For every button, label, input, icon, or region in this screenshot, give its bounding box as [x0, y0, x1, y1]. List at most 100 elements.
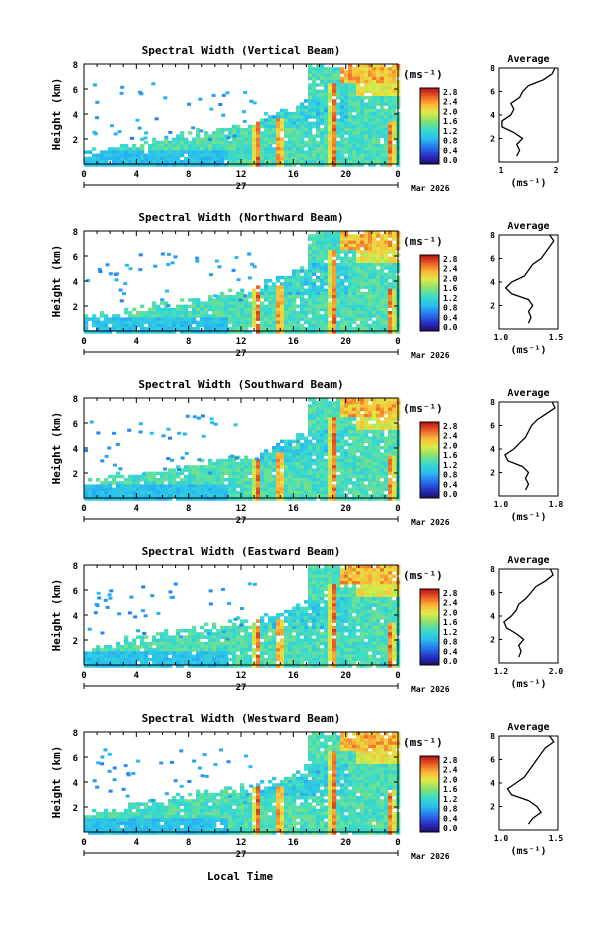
heatmap-cell — [196, 645, 200, 649]
heatmap-cell — [364, 420, 368, 424]
heatmap-cell — [332, 269, 336, 273]
heatmap-cell — [324, 282, 328, 286]
heatmap-cell — [240, 475, 244, 479]
heatmap-cell — [136, 478, 140, 482]
heatmap-cell — [112, 651, 116, 655]
heatmap-cell — [384, 436, 388, 440]
heatmap-cell — [376, 257, 380, 261]
heatmap-cell — [340, 86, 344, 90]
heatmap-cell — [332, 128, 336, 132]
heatmap-cell — [312, 452, 316, 456]
heatmap-cell — [384, 465, 388, 469]
heatmap-cell — [332, 475, 336, 479]
heatmap-cell — [128, 147, 132, 151]
heatmap-cell — [248, 150, 252, 154]
heatmap-cell — [368, 86, 372, 90]
heatmap-cell — [348, 266, 352, 270]
avg-y-tick-label: 6 — [490, 88, 495, 97]
heatmap-cell — [184, 658, 188, 662]
heatmap-cell — [356, 404, 360, 408]
heatmap-cell — [256, 481, 260, 485]
heatmap-cell — [364, 106, 368, 110]
heatmap-cell — [384, 446, 388, 450]
heatmap-cell — [300, 452, 304, 456]
heatmap-cell — [160, 478, 164, 482]
heatmap-cell — [372, 86, 376, 90]
heatmap-cell — [252, 475, 256, 479]
heatmap-cell — [156, 472, 160, 476]
heatmap-cell — [172, 138, 176, 142]
heatmap-cell — [344, 253, 348, 257]
heatmap-cell — [348, 118, 352, 122]
heatmap-cell — [212, 648, 216, 652]
heatmap-cell — [380, 298, 384, 302]
heatmap-cell — [324, 122, 328, 126]
heatmap-cell — [388, 154, 392, 158]
heatmap-cell — [192, 150, 196, 154]
heatmap-cell — [264, 118, 268, 122]
heatmap-cell — [260, 658, 264, 662]
heatmap-cell — [368, 475, 372, 479]
heatmap-cell — [244, 308, 248, 312]
heatmap-cell — [368, 295, 372, 299]
heatmap-cell — [368, 289, 372, 293]
heatmap-cell — [340, 109, 344, 113]
colorbar-tick-label: 2.8 — [443, 422, 458, 431]
heatmap-cell — [328, 311, 332, 315]
heatmap-cell — [392, 144, 396, 148]
heatmap-cell — [260, 648, 264, 652]
heatmap-cell — [148, 144, 152, 148]
heatmap-cell — [248, 276, 252, 279]
heatmap-cell — [124, 150, 128, 154]
heatmap-cell — [164, 160, 168, 164]
heatmap-cell — [165, 290, 169, 293]
heatmap-cell — [172, 491, 176, 495]
heatmap-cell — [348, 321, 352, 325]
heatmap-cell — [212, 131, 216, 135]
heatmap-cell — [204, 144, 208, 148]
heatmap-cell — [340, 420, 344, 424]
heatmap-cell — [204, 131, 208, 135]
heatmap-cell — [324, 106, 328, 110]
heatmap-cell — [380, 468, 384, 472]
heatmap-cell — [376, 160, 380, 164]
heatmap-cell — [184, 465, 188, 469]
heatmap-cell — [308, 468, 312, 472]
heatmap-cell — [288, 626, 292, 630]
heatmap-cell — [196, 632, 200, 636]
heatmap-cell — [340, 134, 344, 138]
heatmap-cell — [328, 456, 332, 460]
heatmap-cell — [256, 128, 260, 132]
heatmap-cell — [192, 317, 196, 321]
heatmap-cell — [292, 301, 296, 305]
heatmap-cell — [280, 305, 284, 309]
heatmap-cell — [239, 299, 243, 302]
heatmap-cell — [276, 459, 280, 463]
heatmap-cell — [188, 481, 192, 485]
heatmap-cell — [372, 321, 376, 325]
heatmap-cell — [348, 263, 352, 267]
heatmap-cell — [292, 314, 296, 318]
heatmap-cell — [112, 648, 116, 652]
heatmap-cell — [328, 411, 332, 415]
heatmap-cell — [164, 317, 168, 321]
heatmap-cell — [332, 276, 336, 280]
heatmap-cell — [260, 468, 264, 472]
heatmap-cell — [256, 131, 260, 135]
heatmap-cell — [96, 484, 100, 488]
heatmap-cell — [352, 494, 356, 498]
heatmap-cell — [388, 472, 392, 476]
heatmap-cell — [240, 150, 244, 154]
heatmap-cell — [132, 317, 136, 321]
heatmap-cell — [140, 147, 144, 151]
heatmap-cell — [292, 324, 296, 328]
heatmap-cell — [340, 77, 344, 81]
y-tick-label: 6 — [73, 86, 78, 96]
heatmap-cell — [324, 295, 328, 299]
heatmap-cell — [372, 295, 376, 299]
heatmap-cell — [123, 282, 127, 285]
heatmap-cell — [364, 154, 368, 158]
heatmap-cell — [236, 154, 240, 158]
heatmap-cell — [280, 150, 284, 154]
heatmap-cell — [356, 263, 360, 267]
